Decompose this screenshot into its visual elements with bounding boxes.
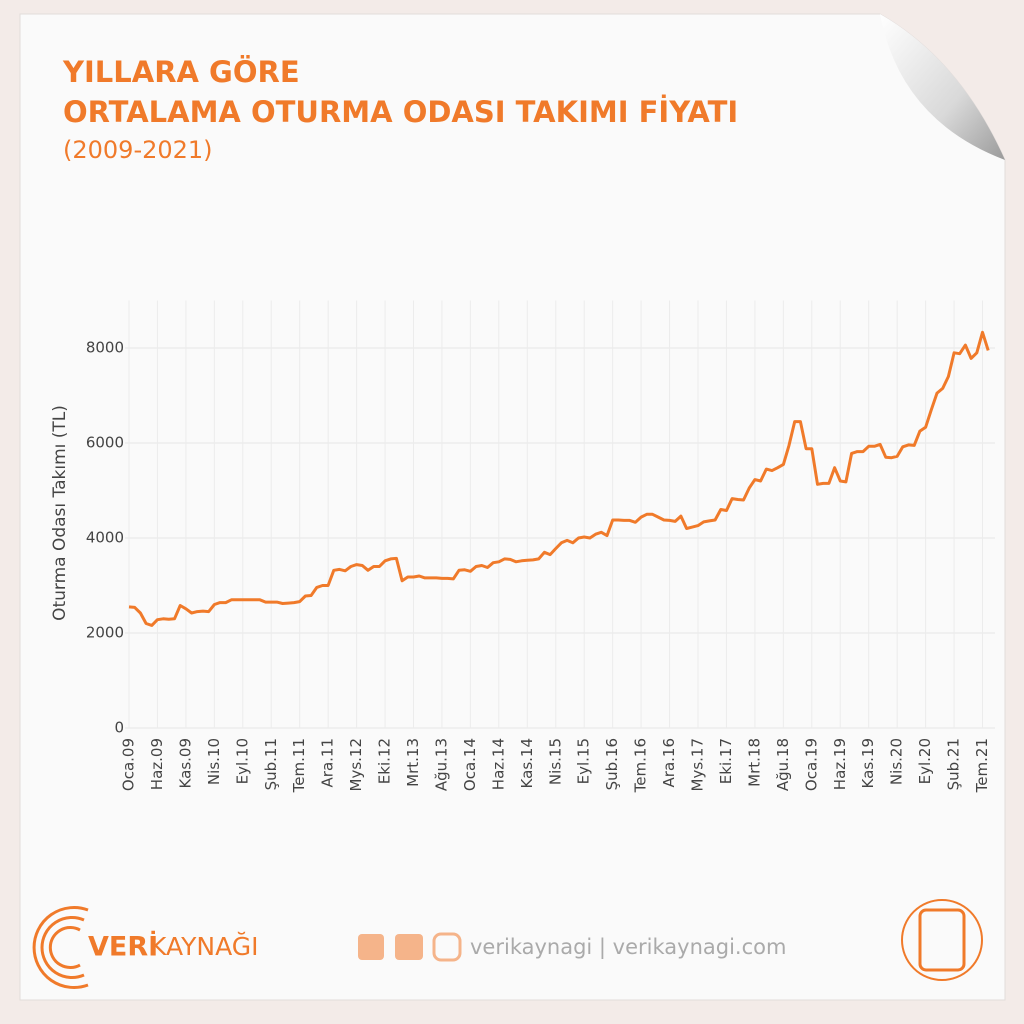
x-tick-label: Tem.21 xyxy=(973,738,991,793)
brand-light: KAYNAĞI xyxy=(150,931,259,961)
x-tick-label: Mrt.13 xyxy=(404,738,422,787)
x-tick-label: Ara.11 xyxy=(319,738,337,787)
x-tick-label: Oca.19 xyxy=(802,738,820,791)
instagram-icon xyxy=(432,932,462,962)
plot: 0 2000 4000 6000 8000 Oca.09 Haz.09 Kas.09 Nis.1… xyxy=(86,300,995,793)
x-tick-label: Eki.12 xyxy=(376,738,394,784)
x-tick-label: Kas.09 xyxy=(176,738,194,788)
x-tick-label: Şub.21 xyxy=(945,738,963,790)
x-tick-label: Şub.11 xyxy=(262,738,280,790)
x-tick-label: Oca.09 xyxy=(120,738,138,791)
x-tick-label: Haz.14 xyxy=(489,738,507,790)
x-tick-label: Ağu.18 xyxy=(774,738,792,791)
x-tick-label: Kas.14 xyxy=(518,738,536,788)
x-tick-label: Haz.19 xyxy=(831,738,849,790)
brand-bold: VERİ xyxy=(88,931,158,963)
x-tick-label: Mrt.18 xyxy=(745,738,763,787)
x-tick-label: Mys.12 xyxy=(347,738,365,792)
subtitle: (2009-2021) xyxy=(63,136,213,164)
x-tick-label: Ağu.13 xyxy=(432,738,450,791)
x-tick-label: Mys.17 xyxy=(689,738,707,792)
x-tick-label: Şub.16 xyxy=(603,738,621,790)
title-line2: ORTALAMA OTURMA ODASI TAKIMI FİYATI xyxy=(63,95,738,129)
x-tick-label: Haz.09 xyxy=(148,738,166,790)
x-tick-label: Eki.17 xyxy=(717,738,735,784)
x-tick-label: Eyl.20 xyxy=(916,738,934,784)
facebook-icon xyxy=(358,934,384,960)
x-tick-label: Kas.19 xyxy=(859,738,877,788)
x-tick-label: Ara.16 xyxy=(660,738,678,787)
title-line1: YILLARA GÖRE xyxy=(62,55,300,89)
x-tick-label: Tem.11 xyxy=(290,738,308,793)
y-tick-label: 2000 xyxy=(86,624,124,642)
line xyxy=(128,330,990,627)
y-tick-label: 4000 xyxy=(86,529,124,547)
page-curl xyxy=(880,14,1005,160)
social-text: verikaynagi | verikaynagi.com xyxy=(470,935,786,960)
y-tick-label: 0 xyxy=(114,719,124,737)
x-tick-label: Oca.14 xyxy=(461,738,479,791)
x-tick-label: Nis.15 xyxy=(546,738,564,785)
x-tick-label: Nis.20 xyxy=(888,738,906,785)
twitter-icon xyxy=(395,934,423,960)
x-tick-label: Nis.10 xyxy=(205,738,223,785)
x-tick-label: Tem.16 xyxy=(632,738,650,793)
calc-icon-ring xyxy=(901,899,983,981)
x-tick-label: Eyl.10 xyxy=(233,738,251,784)
y-tick-label: 8000 xyxy=(86,339,124,357)
x-tick-label: Eyl.15 xyxy=(575,738,593,784)
calc-icon xyxy=(918,908,966,972)
logo-icon xyxy=(32,906,89,989)
y-tick-label: 6000 xyxy=(86,434,124,452)
y-axis-label: Oturma Odası Takımı (TL) xyxy=(50,405,70,621)
